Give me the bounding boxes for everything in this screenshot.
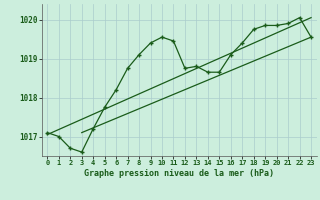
X-axis label: Graphe pression niveau de la mer (hPa): Graphe pression niveau de la mer (hPa) — [84, 169, 274, 178]
